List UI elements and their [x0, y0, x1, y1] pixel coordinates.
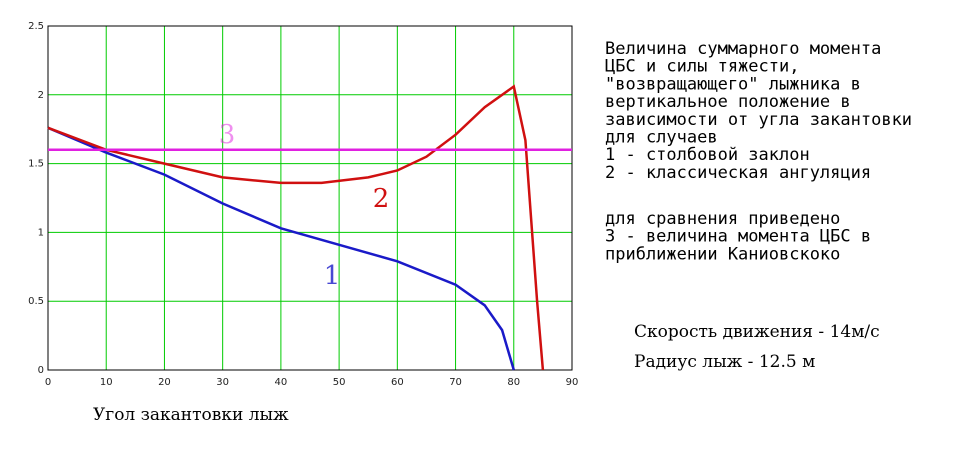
description-line: для случаев — [605, 128, 718, 148]
description-line: 2 - классическая ангуляция — [605, 163, 871, 183]
description-line: 1 - столбовой заклон — [605, 145, 810, 165]
line-series — [47, 84, 545, 371]
x-tick-label: 90 — [566, 377, 579, 388]
y-tick-label: 0 — [38, 365, 44, 376]
description-line: Величина суммарного момента — [605, 39, 881, 59]
description-line: ЦБС и силы тяжести, — [605, 57, 799, 77]
y-tick-label: 2.5 — [28, 21, 44, 32]
y-tick-label: 1.5 — [28, 159, 44, 170]
description-line: вертикальное положение в — [605, 92, 851, 112]
x-axis-label: Угол закантовки лыж — [93, 405, 289, 425]
description-line: зависимости от угла закантовки — [605, 110, 912, 130]
x-tick-label: 40 — [275, 377, 288, 388]
x-tick-label: 60 — [391, 377, 404, 388]
y-tick-label: 1 — [38, 227, 44, 238]
series-label: 3 — [219, 120, 236, 150]
plot-area — [48, 26, 572, 370]
speed-note: Скорость движения - 14м/с — [634, 322, 880, 342]
description-line: "возвращающего" лыжника в — [605, 74, 861, 94]
comparison-line: 3 - величина момента ЦБС в — [605, 227, 871, 247]
series-label: 2 — [373, 184, 390, 214]
y-tick-label: 2 — [38, 90, 44, 101]
series-label: 1 — [324, 261, 341, 291]
x-tick-label: 30 — [216, 377, 229, 388]
x-tick-label: 50 — [333, 377, 346, 388]
x-tick-label: 0 — [45, 377, 51, 388]
radius-note: Радиус лыж - 12.5 м — [634, 352, 815, 372]
comparison-line: для сравнения приведено — [605, 209, 840, 229]
line-series — [47, 126, 515, 371]
x-tick-label: 10 — [100, 377, 113, 388]
plot-frame — [47, 25, 573, 371]
x-tick-label: 70 — [449, 377, 462, 388]
comparison-line: приближении Каниовскоко — [605, 244, 840, 264]
x-tick-label: 80 — [507, 377, 520, 388]
y-tick-label: 0.5 — [28, 296, 44, 307]
x-tick-label: 20 — [158, 377, 171, 388]
